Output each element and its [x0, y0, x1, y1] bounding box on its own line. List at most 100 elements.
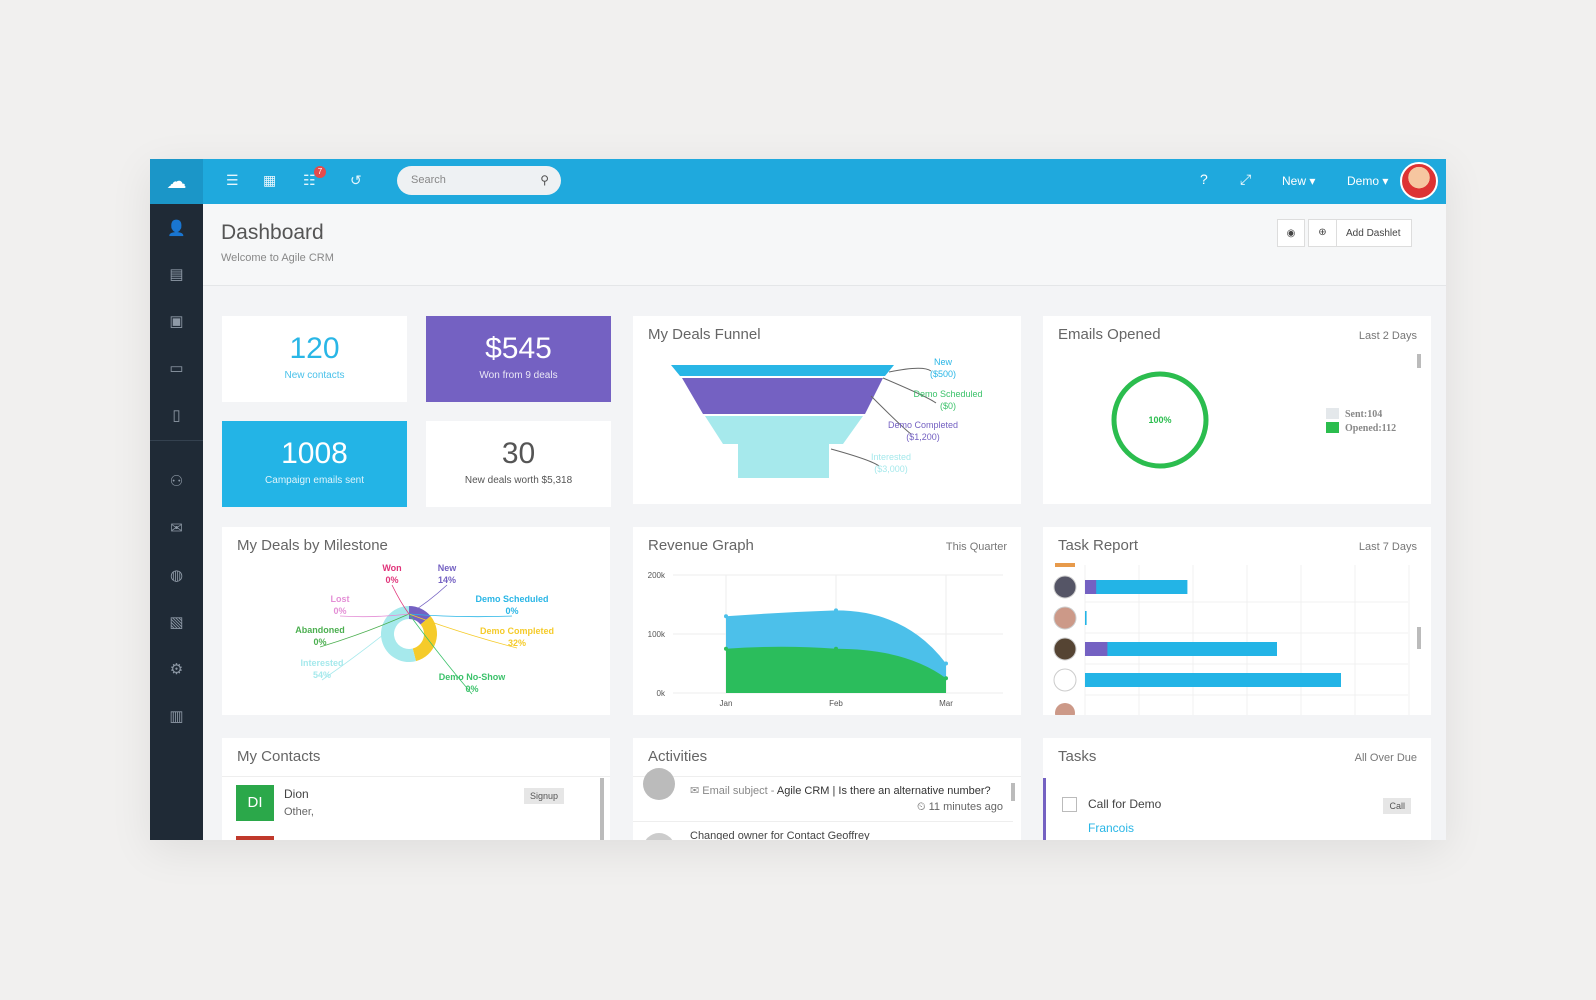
- emails-gauge: 100% Sent:104 Opened:112: [1111, 371, 1396, 469]
- pie-pct: 32%: [508, 638, 526, 648]
- contact-initials-avatar[interactable]: DI: [236, 785, 274, 821]
- user-avatar: [1053, 668, 1077, 692]
- funnel-segment: [738, 444, 829, 478]
- date-range[interactable]: Last 2 Days: [1358, 330, 1417, 342]
- x-tick-label: Mar: [939, 699, 953, 708]
- globe-icon[interactable]: ◍: [169, 567, 184, 584]
- stat-label: New contacts: [284, 370, 345, 381]
- task-bar-segment: [1085, 580, 1097, 594]
- sitemap-icon[interactable]: ⚇: [169, 473, 184, 490]
- pie-leader-line: [408, 613, 513, 618]
- add-dashlet-label: Add Dashlet: [1346, 227, 1401, 239]
- y-tick-label: 100k: [648, 630, 666, 639]
- stat-tile[interactable]: 120 New contacts: [222, 316, 407, 402]
- expand-icon[interactable]: ⤢: [1240, 171, 1252, 187]
- scrollbar[interactable]: [1011, 783, 1015, 801]
- calendar-icon[interactable]: ▦: [263, 172, 277, 188]
- date-range[interactable]: All Over Due: [1354, 752, 1417, 764]
- date-range[interactable]: This Quarter: [945, 541, 1007, 553]
- activity-avatar: [643, 833, 675, 840]
- funnel-segment: [671, 365, 894, 376]
- contact-initials-avatar[interactable]: [236, 836, 274, 840]
- dashlet-title: Task Report: [1058, 537, 1139, 554]
- history-icon[interactable]: ↺: [350, 172, 362, 188]
- page-header: Dashboard Welcome to Agile CRM ◉ ⊕ Add Da…: [203, 204, 1446, 286]
- chat-icon[interactable]: ✉: [170, 520, 183, 537]
- stat-value: $545: [485, 332, 552, 365]
- task-checkbox[interactable]: [1062, 797, 1077, 812]
- funnel-label: Demo Scheduled: [913, 389, 982, 399]
- user-avatar: [1053, 575, 1077, 599]
- cloud-logo-icon[interactable]: ☁: [150, 159, 203, 204]
- pie-label: Lost: [331, 594, 350, 604]
- app-window: ☁ ☰ ▦ ☷ 7 ↺ Search ⚲ ? ⤢ New ▾ Demo ▾ 👤 ▤…: [150, 159, 1446, 840]
- scrollbar[interactable]: [1417, 627, 1421, 649]
- new-menu[interactable]: New ▾: [1282, 174, 1316, 188]
- dashlet-title: Activities: [648, 748, 708, 765]
- google-chrome-icon[interactable]: ◉: [1277, 219, 1305, 247]
- emails-opened-dashlet: Emails Opened Last 2 Days 100% Sent:104 Op…: [1043, 316, 1431, 504]
- reports-icon[interactable]: ▥: [169, 708, 184, 725]
- list-icon[interactable]: ☰: [226, 172, 239, 188]
- task-bar: [1085, 611, 1087, 625]
- task-name[interactable]: Call for Demo: [1088, 797, 1162, 811]
- avatar-partial: [1055, 563, 1075, 567]
- pie-pct: 0%: [505, 606, 518, 616]
- document-icon[interactable]: ▯: [172, 407, 181, 424]
- activity-subject[interactable]: Agile CRM | Is there an alternative numb…: [776, 785, 991, 797]
- stat-tile[interactable]: 30 New deals worth $5,318: [426, 421, 611, 507]
- funnel-chart: New ($500) Demo Scheduled ($0) Demo Complete…: [671, 357, 983, 478]
- revenue-dashlet: Revenue Graph This Quarter 200k 100k 0k Jan…: [633, 527, 1021, 715]
- stat-tile[interactable]: 1008 Campaign emails sent: [222, 421, 407, 507]
- avatar[interactable]: [1400, 162, 1438, 200]
- add-dashlet-button[interactable]: ⊕ Add Dashlet: [1308, 219, 1412, 247]
- funnel-segment: [682, 378, 883, 414]
- contact-company: Other,: [284, 806, 314, 818]
- data-point: [724, 646, 728, 651]
- tasks-icon[interactable]: ☷: [303, 172, 316, 188]
- task-tag[interactable]: Call: [1383, 798, 1411, 814]
- data-point: [834, 608, 838, 613]
- legend-label: Opened:112: [1345, 423, 1396, 434]
- deals-funnel-dashlet: My Deals Funnel New ($500) Demo Scheduled (…: [633, 316, 1021, 504]
- dashlet-title: My Deals Funnel: [648, 326, 761, 343]
- page-subtitle: Welcome to Agile CRM: [221, 252, 334, 264]
- date-range[interactable]: Last 7 Days: [1358, 541, 1417, 553]
- deals-icon[interactable]: ▣: [169, 313, 184, 330]
- pie-slice: [381, 606, 416, 662]
- activity-time-text: 11 minutes ago: [928, 801, 1003, 813]
- companies-icon[interactable]: ▤: [169, 266, 184, 283]
- stat-value: 1008: [281, 437, 348, 470]
- notification-badge: 7: [314, 166, 326, 178]
- funnel-value: ($500): [930, 369, 956, 379]
- pie-leader-line: [408, 584, 448, 615]
- help-icon[interactable]: ?: [1200, 171, 1208, 187]
- funnel-leader-line: [888, 367, 932, 373]
- stat-value: 30: [501, 437, 536, 470]
- scrollbar[interactable]: [1417, 354, 1421, 368]
- settings-icon[interactable]: ⚙: [169, 661, 184, 678]
- pie-pct: 14%: [438, 575, 456, 585]
- folder-icon[interactable]: ▭: [169, 360, 184, 377]
- gauge-arc: [1111, 371, 1209, 469]
- data-point: [944, 676, 948, 681]
- contacts-icon[interactable]: 👤: [167, 220, 186, 237]
- legend-swatch: [1326, 422, 1339, 433]
- search-input[interactable]: Search ⚲: [397, 166, 561, 195]
- y-tick-label: 0k: [657, 689, 666, 698]
- stat-value: 120: [289, 332, 340, 365]
- task-owner[interactable]: Francois: [1088, 821, 1135, 835]
- contact-tag[interactable]: Signup: [524, 788, 565, 804]
- stat-tile[interactable]: $545 Won from 9 deals: [426, 316, 611, 402]
- scrollbar[interactable]: [600, 778, 604, 840]
- legend-swatch: [1326, 408, 1339, 419]
- activity-text: ✉ Email subject - Agile CRM | Is there a…: [690, 784, 991, 797]
- pie-leader-line: [339, 613, 410, 618]
- task-priority-bar: [1043, 778, 1046, 840]
- contact-name[interactable]: Dion: [284, 787, 309, 801]
- user-menu[interactable]: Demo ▾: [1347, 174, 1389, 188]
- sidebar-divider: [150, 440, 203, 441]
- activity-time: ⏲ 11 minutes ago: [916, 801, 1003, 813]
- search-icon[interactable]: ⚲: [540, 173, 549, 187]
- form-icon[interactable]: ▧: [169, 614, 184, 631]
